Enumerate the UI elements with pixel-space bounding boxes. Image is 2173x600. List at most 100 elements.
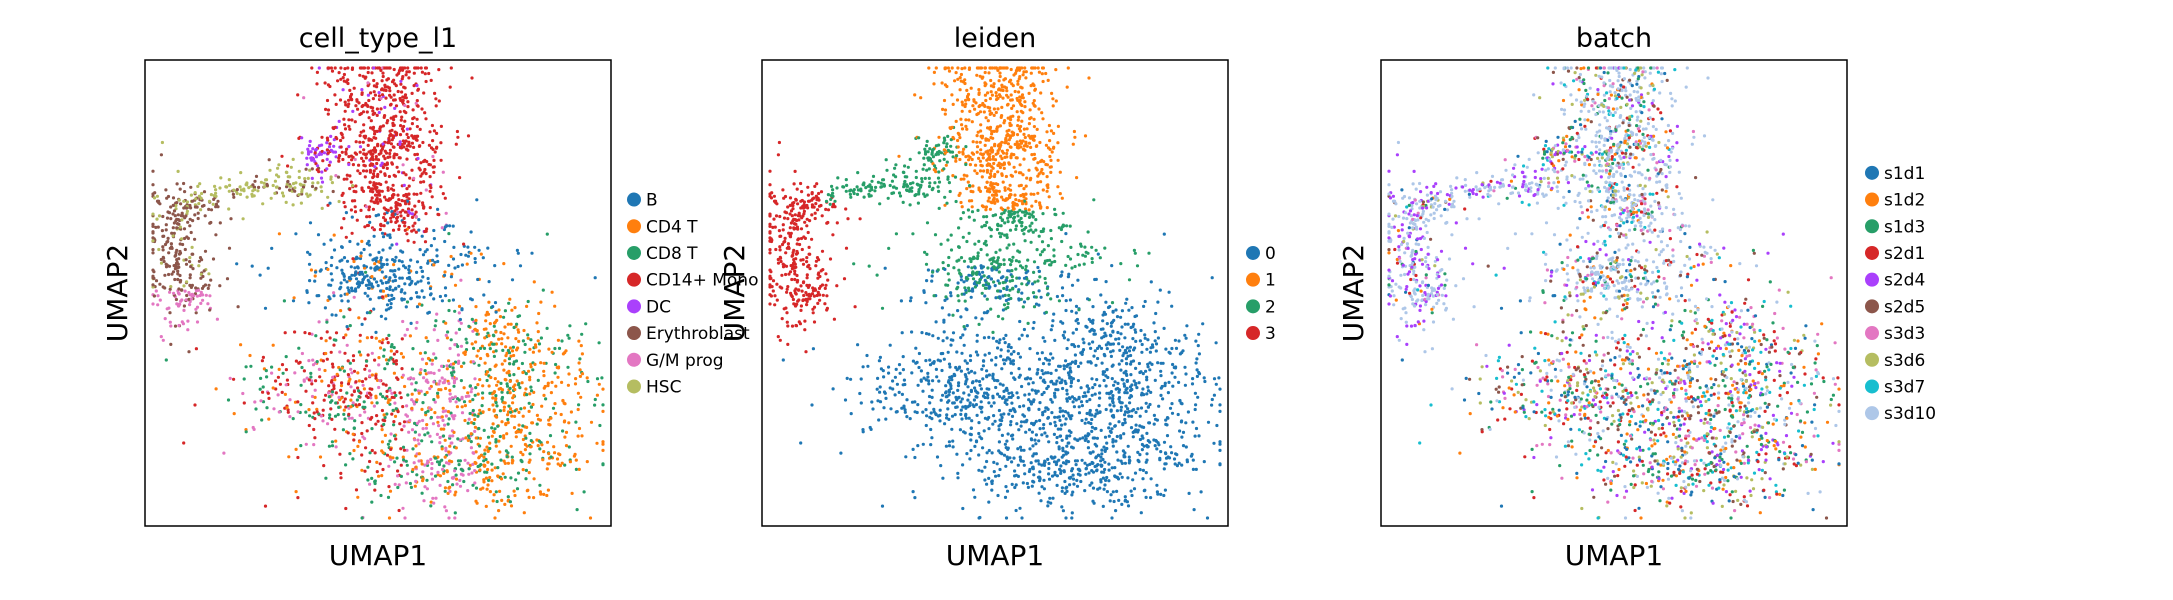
- data-point: [395, 376, 399, 380]
- data-point: [1123, 461, 1127, 465]
- data-point: [508, 346, 512, 350]
- data-point: [365, 110, 369, 114]
- data-point: [188, 276, 192, 280]
- data-point: [364, 152, 369, 156]
- data-point: [1037, 234, 1041, 238]
- data-point: [480, 404, 484, 408]
- data-point: [170, 231, 174, 235]
- data-point: [1055, 441, 1059, 445]
- data-point: [974, 440, 979, 444]
- data-point: [423, 167, 427, 172]
- data-point: [1079, 386, 1083, 390]
- data-point: [325, 98, 330, 103]
- data-point: [427, 71, 431, 76]
- data-point: [400, 77, 404, 81]
- data-point: [389, 349, 393, 353]
- data-point: [500, 498, 504, 502]
- data-point: [360, 516, 364, 520]
- data-point: [1142, 304, 1146, 308]
- data-point: [182, 304, 186, 308]
- data-point: [384, 151, 389, 155]
- data-point: [919, 369, 924, 373]
- data-point: [1065, 434, 1069, 438]
- data-point: [349, 405, 353, 409]
- data-point: [398, 142, 402, 146]
- data-point: [1086, 297, 1090, 301]
- data-point: [933, 164, 937, 168]
- data-point: [1016, 463, 1020, 467]
- data-point: [285, 378, 289, 382]
- data-point: [397, 284, 401, 288]
- data-point: [260, 418, 264, 422]
- data-point: [286, 164, 290, 168]
- data-point: [332, 291, 336, 295]
- data-point: [346, 299, 350, 303]
- data-point: [303, 331, 307, 335]
- data-point: [404, 202, 408, 206]
- data-point: [1033, 438, 1037, 442]
- data-point: [546, 381, 550, 385]
- data-point: [401, 355, 405, 359]
- data-point: [325, 148, 329, 152]
- data-point: [513, 306, 517, 310]
- data-point: [410, 428, 415, 432]
- data-point: [1159, 386, 1163, 390]
- data-point: [977, 88, 981, 92]
- data-point: [1046, 504, 1050, 508]
- data-point: [329, 175, 333, 179]
- data-point: [994, 474, 998, 478]
- data-point: [488, 490, 492, 494]
- data-point: [357, 395, 361, 399]
- data-point: [908, 157, 912, 161]
- data-point: [1037, 289, 1041, 293]
- data-point: [521, 453, 525, 457]
- data-point: [927, 394, 932, 399]
- data-point: [1134, 366, 1138, 370]
- data-point: [852, 188, 856, 192]
- data-point: [370, 373, 374, 377]
- data-point: [964, 162, 968, 167]
- data-point: [364, 364, 368, 368]
- data-point: [381, 451, 385, 455]
- data-point: [310, 167, 314, 171]
- data-point: [392, 78, 396, 82]
- data-point: [432, 352, 436, 356]
- data-point: [424, 172, 428, 176]
- data-point: [503, 502, 507, 506]
- data-point: [462, 242, 466, 246]
- data-point: [408, 334, 412, 338]
- data-point: [356, 169, 360, 173]
- data-point: [949, 294, 953, 298]
- data-point: [967, 393, 971, 397]
- data-point: [169, 285, 173, 289]
- data-point: [313, 151, 317, 155]
- data-point: [496, 380, 500, 384]
- data-point: [468, 463, 472, 467]
- data-point: [498, 450, 502, 454]
- data-point: [177, 198, 181, 202]
- data-point: [360, 431, 364, 436]
- data-point: [482, 428, 486, 432]
- data-point: [768, 224, 772, 228]
- data-point: [439, 185, 443, 189]
- data-point: [1180, 463, 1184, 467]
- data-point: [201, 274, 205, 279]
- data-point: [427, 371, 431, 375]
- data-point: [1206, 420, 1211, 424]
- data-point: [1144, 369, 1148, 373]
- data-point: [390, 128, 394, 132]
- data-point: [350, 371, 354, 375]
- data-point: [1128, 396, 1132, 400]
- data-point: [388, 89, 392, 93]
- data-point: [991, 155, 995, 159]
- data-point: [1065, 489, 1069, 493]
- data-point: [251, 183, 255, 187]
- data-point: [320, 189, 324, 193]
- data-point: [985, 482, 989, 486]
- data-point: [482, 346, 487, 350]
- data-point: [372, 181, 376, 185]
- data-point: [369, 417, 373, 421]
- data-point: [987, 196, 991, 200]
- data-point: [1112, 318, 1116, 322]
- data-point: [393, 269, 397, 273]
